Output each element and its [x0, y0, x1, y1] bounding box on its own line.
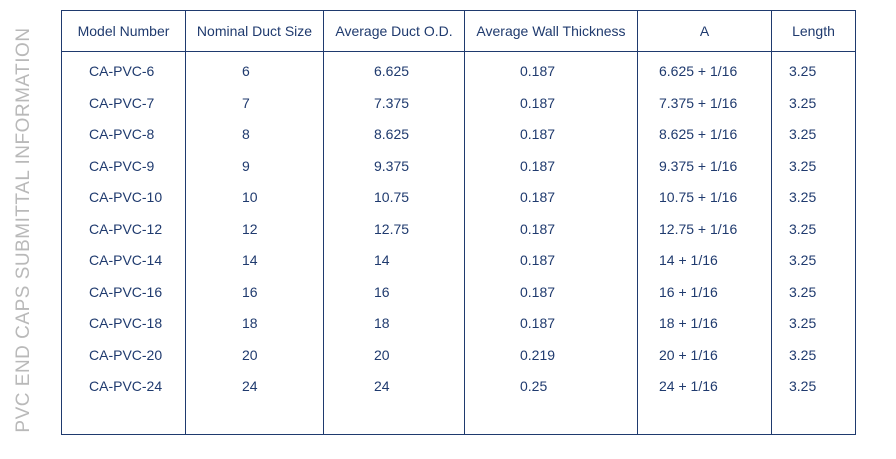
column-divider — [464, 11, 465, 434]
cell-average-wall-thickness: 0.187 — [520, 252, 556, 268]
cell-a-dimension: 8.625 + 1/16 — [659, 126, 738, 142]
cell-average-wall-thickness: 0.187 — [520, 95, 556, 111]
cell-model-number: CA-PVC-9 — [89, 158, 155, 174]
cell-a-dimension: 18 + 1/16 — [659, 315, 718, 331]
cell-average-duct-od: 14 — [374, 252, 390, 268]
cell-nominal-duct-size: 9 — [242, 158, 250, 174]
cell-average-wall-thickness: 0.25 — [520, 378, 548, 394]
cell-a-dimension: 12.75 + 1/16 — [659, 221, 738, 237]
cell-average-duct-od: 12.75 — [374, 221, 410, 237]
cell-a-dimension: 7.375 + 1/16 — [659, 95, 738, 111]
cell-average-duct-od: 10.75 — [374, 189, 410, 205]
cell-average-wall-thickness: 0.187 — [520, 221, 556, 237]
cell-length: 3.25 — [789, 221, 817, 237]
cell-average-wall-thickness: 0.219 — [520, 347, 556, 363]
cell-length: 3.25 — [789, 252, 817, 268]
cell-length: 3.25 — [789, 284, 817, 300]
cell-a-dimension: 10.75 + 1/16 — [659, 189, 738, 205]
cell-model-number: CA-PVC-14 — [89, 252, 163, 268]
cell-length: 3.25 — [789, 347, 817, 363]
cell-a-dimension: 9.375 + 1/16 — [659, 158, 738, 174]
cell-model-number: CA-PVC-18 — [89, 315, 163, 331]
header-divider — [62, 51, 855, 52]
cell-average-duct-od: 24 — [374, 378, 390, 394]
column-divider — [185, 11, 186, 434]
column-divider — [323, 11, 324, 434]
cell-average-wall-thickness: 0.187 — [520, 63, 556, 79]
cell-length: 3.25 — [789, 95, 817, 111]
side-title: PVC END CAPS SUBMITTAL INFORMATION — [13, 27, 34, 433]
cell-nominal-duct-size: 14 — [242, 252, 258, 268]
header-average-duct-od: Average Duct O.D. — [335, 23, 453, 39]
cell-nominal-duct-size: 10 — [242, 189, 258, 205]
cell-model-number: CA-PVC-10 — [89, 189, 163, 205]
cell-length: 3.25 — [789, 378, 817, 394]
cell-average-duct-od: 16 — [374, 284, 390, 300]
cell-average-duct-od: 20 — [374, 347, 390, 363]
cell-length: 3.25 — [789, 189, 817, 205]
cell-nominal-duct-size: 6 — [242, 63, 250, 79]
cell-average-wall-thickness: 0.187 — [520, 284, 556, 300]
cell-model-number: CA-PVC-20 — [89, 347, 163, 363]
cell-a-dimension: 14 + 1/16 — [659, 252, 718, 268]
cell-length: 3.25 — [789, 63, 817, 79]
cell-nominal-duct-size: 24 — [242, 378, 258, 394]
cell-nominal-duct-size: 18 — [242, 315, 258, 331]
cell-a-dimension: 20 + 1/16 — [659, 347, 718, 363]
column-divider — [771, 11, 772, 434]
cell-model-number: CA-PVC-8 — [89, 126, 155, 142]
submittal-table: Model Number Nominal Duct Size Average D… — [61, 10, 856, 435]
cell-length: 3.25 — [789, 126, 817, 142]
cell-model-number: CA-PVC-16 — [89, 284, 163, 300]
column-divider — [637, 11, 638, 434]
cell-average-wall-thickness: 0.187 — [520, 315, 556, 331]
cell-a-dimension: 16 + 1/16 — [659, 284, 718, 300]
cell-average-duct-od: 6.625 — [374, 63, 410, 79]
cell-nominal-duct-size: 16 — [242, 284, 258, 300]
cell-a-dimension: 6.625 + 1/16 — [659, 63, 738, 79]
header-length: Length — [792, 23, 835, 39]
cell-length: 3.25 — [789, 158, 817, 174]
cell-nominal-duct-size: 7 — [242, 95, 250, 111]
cell-model-number: CA-PVC-7 — [89, 95, 155, 111]
cell-model-number: CA-PVC-24 — [89, 378, 163, 394]
header-average-wall-thickness: Average Wall Thickness — [476, 23, 626, 39]
cell-average-duct-od: 7.375 — [374, 95, 410, 111]
cell-model-number: CA-PVC-12 — [89, 221, 163, 237]
cell-average-duct-od: 8.625 — [374, 126, 410, 142]
cell-nominal-duct-size: 12 — [242, 221, 258, 237]
header-a: A — [699, 23, 710, 39]
cell-average-duct-od: 18 — [374, 315, 390, 331]
cell-average-duct-od: 9.375 — [374, 158, 410, 174]
cell-nominal-duct-size: 8 — [242, 126, 250, 142]
header-nominal-duct-size: Nominal Duct Size — [196, 23, 313, 39]
cell-average-wall-thickness: 0.187 — [520, 126, 556, 142]
cell-average-wall-thickness: 0.187 — [520, 189, 556, 205]
cell-a-dimension: 24 + 1/16 — [659, 378, 718, 394]
header-model-number: Model Number — [77, 23, 170, 39]
cell-length: 3.25 — [789, 315, 817, 331]
cell-model-number: CA-PVC-6 — [89, 63, 155, 79]
cell-average-wall-thickness: 0.187 — [520, 158, 556, 174]
cell-nominal-duct-size: 20 — [242, 347, 258, 363]
